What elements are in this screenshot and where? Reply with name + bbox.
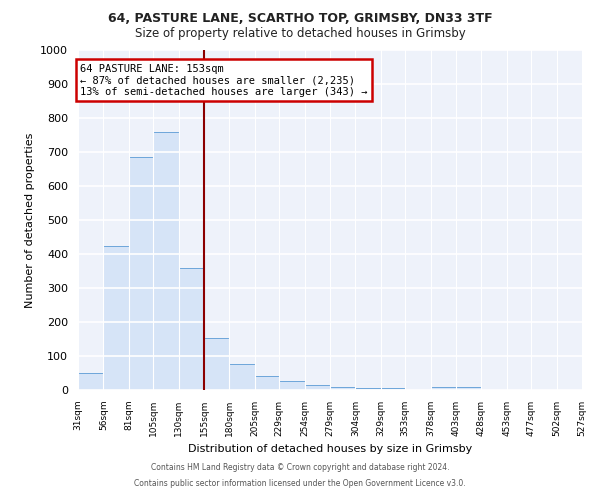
Bar xyxy=(456,388,481,390)
Text: Contains public sector information licensed under the Open Government Licence v3: Contains public sector information licen… xyxy=(134,478,466,488)
Text: Contains HM Land Registry data © Crown copyright and database right 2024.: Contains HM Land Registry data © Crown c… xyxy=(151,464,449,472)
Bar xyxy=(330,386,355,390)
Bar xyxy=(431,388,456,390)
Bar xyxy=(381,388,405,390)
X-axis label: Distribution of detached houses by size in Grimsby: Distribution of detached houses by size … xyxy=(188,444,472,454)
Bar xyxy=(78,373,103,390)
Bar xyxy=(153,132,179,390)
Bar xyxy=(103,246,129,390)
Bar xyxy=(355,388,381,390)
Bar xyxy=(305,385,330,390)
Bar xyxy=(279,381,305,390)
Text: Size of property relative to detached houses in Grimsby: Size of property relative to detached ho… xyxy=(134,28,466,40)
Text: 64 PASTURE LANE: 153sqm
← 87% of detached houses are smaller (2,235)
13% of semi: 64 PASTURE LANE: 153sqm ← 87% of detache… xyxy=(80,64,368,97)
Y-axis label: Number of detached properties: Number of detached properties xyxy=(25,132,35,308)
Text: 64, PASTURE LANE, SCARTHO TOP, GRIMSBY, DN33 3TF: 64, PASTURE LANE, SCARTHO TOP, GRIMSBY, … xyxy=(107,12,493,26)
Bar xyxy=(255,376,279,390)
Bar xyxy=(229,364,255,390)
Bar xyxy=(179,268,204,390)
Bar xyxy=(129,157,153,390)
Bar xyxy=(204,338,229,390)
